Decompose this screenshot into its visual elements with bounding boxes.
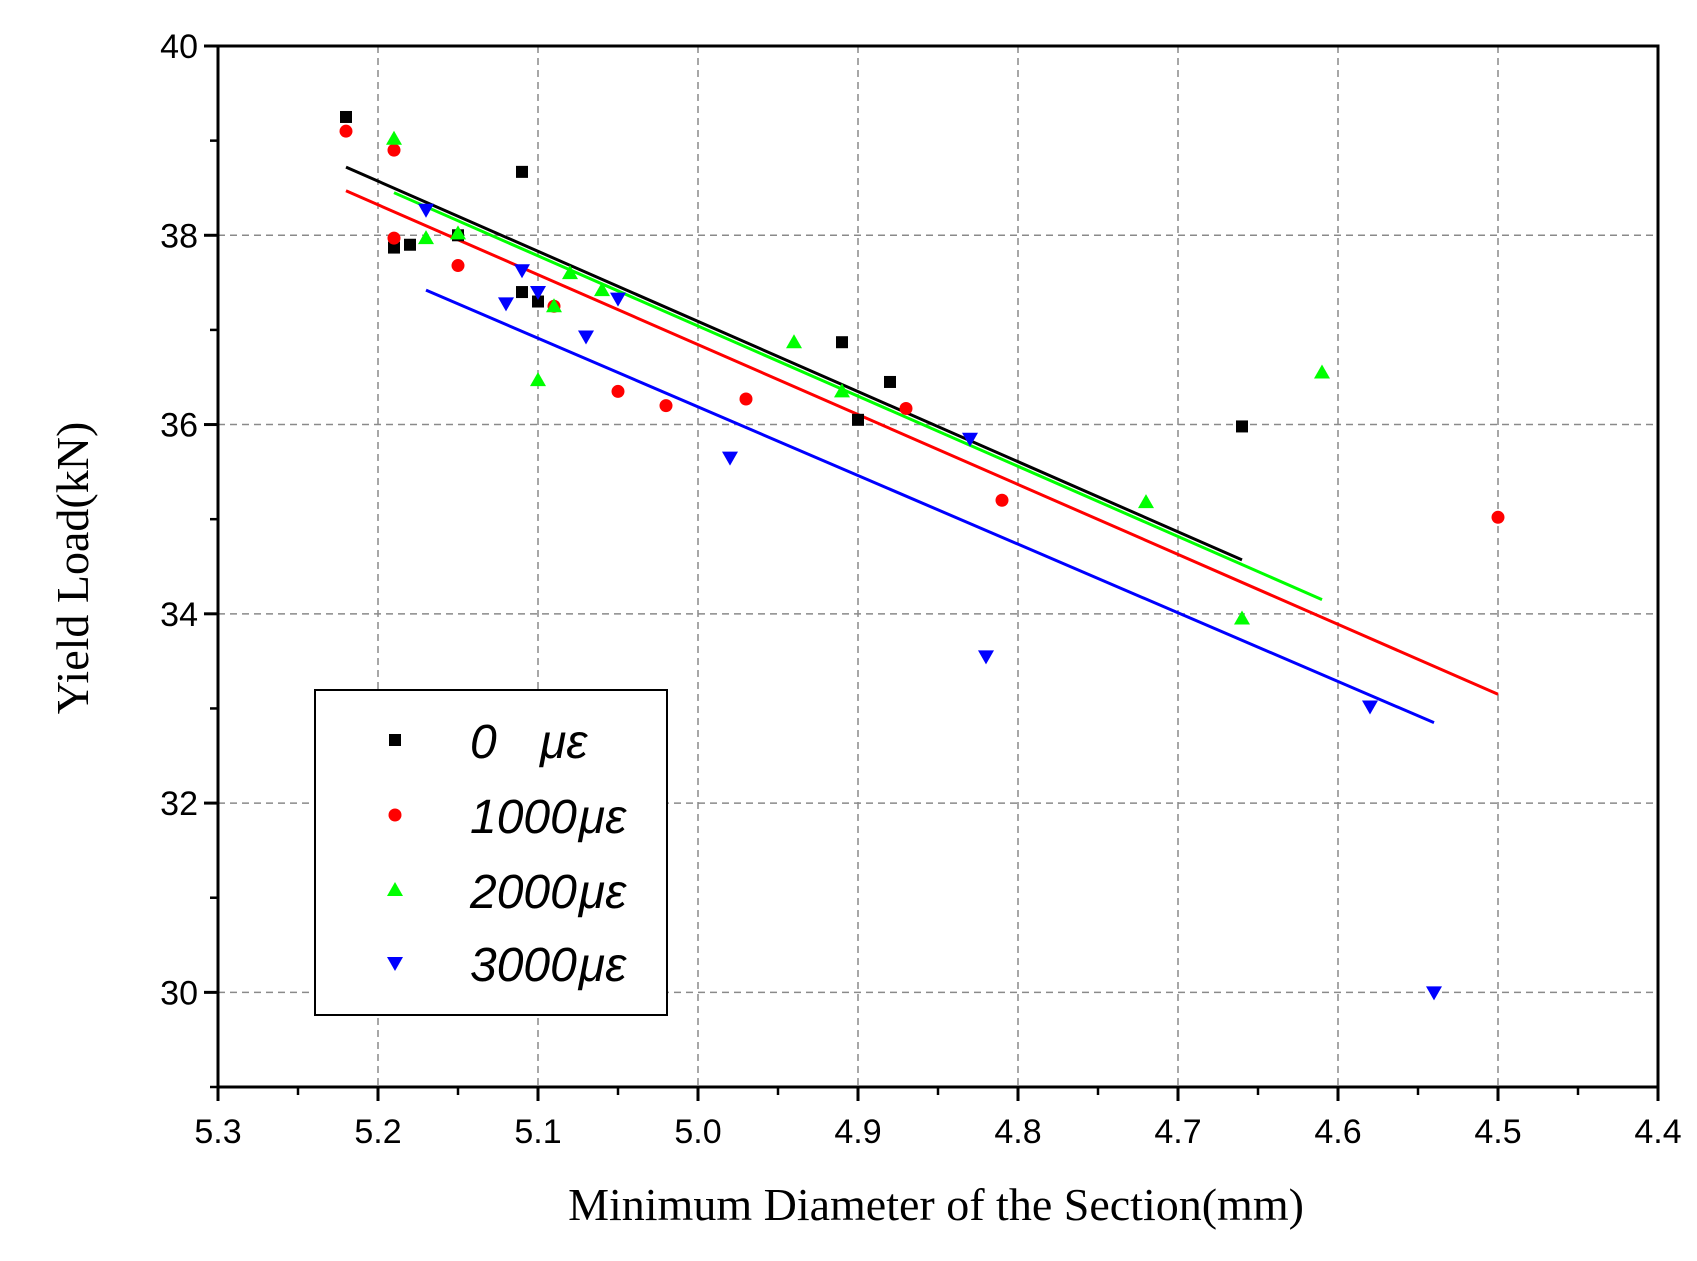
point-2000	[562, 265, 578, 280]
x-tick-label: 4.9	[834, 1113, 881, 1151]
point-2000	[1314, 364, 1330, 379]
legend-marker-1000	[388, 808, 402, 822]
axis-ticks	[204, 44, 1660, 1101]
point-0	[852, 413, 864, 426]
tick-labels: 5.3 5.2 5.1 5.0 4.9 4.8 4.7 4.6 4.5 4.4 30 32 34 36 38…	[160, 28, 1681, 1151]
legend-label-2000: 2000	[469, 866, 577, 919]
point-0	[1236, 420, 1248, 433]
legend-box	[314, 689, 668, 1016]
legend-unit-1000: με	[577, 791, 627, 844]
x-tick-label: 4.5	[1474, 1113, 1521, 1151]
point-2000	[594, 282, 610, 297]
point-3000	[578, 330, 594, 345]
y-tick-label: 38	[160, 217, 198, 255]
point-3000	[722, 451, 738, 466]
point-1000	[899, 401, 913, 415]
x-tick-label: 5.2	[354, 1113, 401, 1151]
point-1000	[739, 392, 753, 406]
point-2000	[386, 130, 402, 145]
y-tick-label: 30	[160, 974, 198, 1012]
legend-marker-3000	[387, 957, 403, 971]
point-2000	[530, 372, 546, 387]
point-3000	[498, 297, 514, 312]
x-tick-label: 5.3	[194, 1113, 241, 1151]
point-0	[884, 375, 896, 388]
legend-unit-0: με	[538, 716, 588, 769]
legend-unit-2000: με	[577, 866, 627, 919]
point-1000	[995, 493, 1009, 507]
point-1000	[659, 399, 673, 413]
x-tick-label: 4.7	[1154, 1113, 1201, 1151]
fit-lines	[345, 165, 1499, 725]
fit-line-3000	[425, 288, 1435, 725]
y-tick-label: 40	[160, 28, 198, 66]
point-1000	[387, 231, 401, 245]
point-2000	[786, 334, 802, 349]
point-2000	[450, 225, 466, 240]
point-0	[516, 165, 528, 178]
point-2000	[1234, 610, 1250, 625]
point-3000	[610, 292, 626, 307]
point-3000	[530, 286, 546, 301]
point-0	[836, 336, 848, 349]
point-1000	[339, 124, 353, 138]
fit-line-2000	[393, 191, 1323, 601]
point-1000	[611, 384, 625, 398]
point-0	[516, 286, 528, 299]
x-axis-title: Minimum Diameter of the Section(mm)	[568, 1179, 1304, 1230]
legend-marker-2000	[387, 882, 403, 896]
y-tick-label: 34	[160, 596, 198, 634]
legend-label-1000: 1000	[470, 791, 577, 844]
point-3000	[1362, 700, 1378, 715]
point-3000	[418, 203, 434, 218]
legend-unit-3000: με	[577, 939, 627, 992]
grid-layer	[218, 46, 1658, 1087]
point-3000	[978, 650, 994, 665]
point-3000	[962, 432, 978, 447]
point-1000	[451, 259, 465, 273]
x-tick-label: 5.1	[514, 1113, 561, 1151]
legend-label-0: 0	[470, 716, 497, 769]
fit-line-1000	[345, 189, 1499, 696]
point-0	[388, 241, 400, 254]
point-0	[404, 238, 416, 251]
point-1000	[387, 143, 401, 157]
data-points	[339, 110, 1505, 1001]
legend-marker-0	[389, 734, 401, 746]
point-2000	[418, 230, 434, 245]
x-tick-label: 5.0	[674, 1113, 721, 1151]
point-2000	[1138, 494, 1154, 509]
point-3000	[1426, 986, 1442, 1001]
y-tick-label: 36	[160, 407, 198, 445]
point-1000	[1491, 510, 1505, 524]
y-axis-title: Yield Load(kN)	[47, 422, 98, 715]
x-tick-label: 4.4	[1634, 1113, 1681, 1151]
point-2000	[834, 383, 850, 398]
point-0	[532, 295, 544, 308]
x-tick-label: 4.8	[994, 1113, 1041, 1151]
point-0	[340, 110, 352, 123]
y-tick-label: 32	[160, 785, 198, 823]
point-3000	[514, 264, 530, 279]
x-tick-label: 4.6	[1314, 1113, 1361, 1151]
point-2000	[546, 298, 562, 313]
legend-label-3000: 3000	[470, 939, 577, 992]
fit-line-0	[345, 165, 1243, 562]
